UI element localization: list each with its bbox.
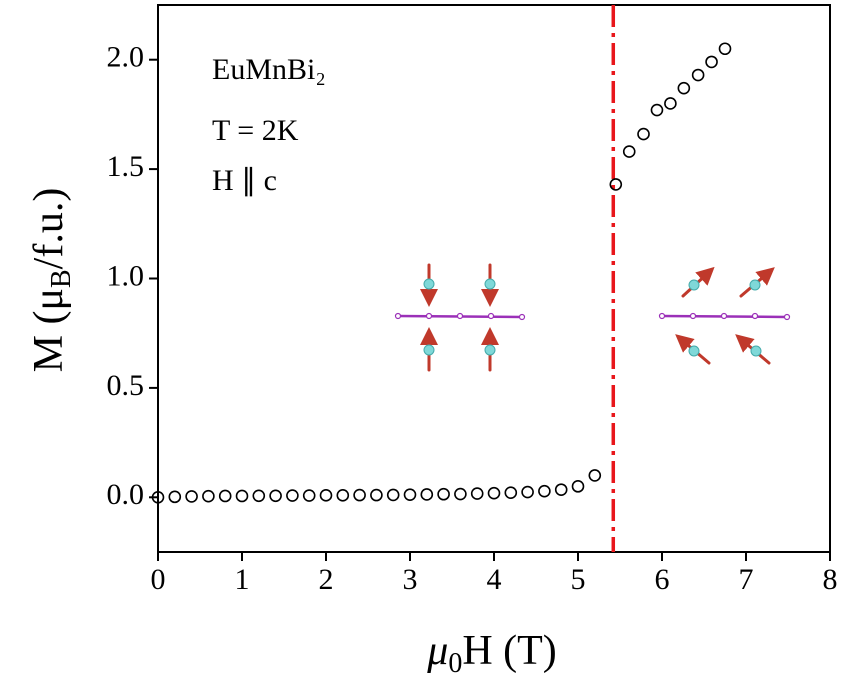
data-point (622, 145, 636, 158)
data-point (202, 489, 215, 503)
data-point (571, 480, 585, 493)
data-point (286, 489, 299, 502)
data-point (168, 490, 182, 504)
data-point (650, 103, 664, 117)
data-point (302, 489, 316, 502)
data-point (353, 488, 366, 502)
plot-frame (157, 4, 831, 553)
data-point (691, 68, 705, 82)
data-point (437, 487, 450, 501)
annotation: T = 2K (212, 114, 299, 147)
y-axis-label: M (μB/f.u.) (26, 188, 78, 373)
x-label-part: H (T) (462, 628, 556, 674)
data-point (637, 127, 650, 141)
x-tick-label: 5 (571, 563, 586, 596)
x-label-part: μ (426, 628, 448, 674)
data-point (454, 487, 467, 501)
data-point (718, 42, 732, 56)
data-point (336, 489, 350, 502)
data-point (151, 490, 165, 504)
data-point (677, 81, 691, 95)
y-tick-label: 1.5 (107, 150, 145, 183)
x-label-sub: 0 (448, 648, 462, 679)
data-point (218, 489, 232, 503)
spin-inset-canted (658, 266, 791, 365)
y-tick-label: 0.5 (107, 369, 145, 402)
data-point (420, 488, 434, 501)
y-tick-label: 2.0 (107, 41, 145, 74)
data-point (319, 489, 333, 502)
data-point (609, 178, 623, 191)
data-point (664, 97, 677, 110)
x-tick-label: 6 (655, 563, 670, 596)
data-point (521, 485, 534, 499)
data-point (370, 488, 383, 502)
y-label-part: M (μ (26, 288, 72, 372)
data-point (269, 489, 282, 503)
x-tick-label: 1 (235, 563, 250, 596)
data-point (588, 469, 602, 482)
data-point (504, 486, 518, 500)
data-point (185, 490, 198, 503)
y-tick-label: 1.0 (107, 259, 145, 292)
annotation: EuMnBi₂ (212, 53, 326, 86)
x-tick-label: 3 (403, 563, 418, 596)
y-label-part: /f.u.) (26, 188, 72, 270)
data-point (403, 488, 417, 501)
x-axis-label: μ0H (T) (426, 628, 557, 680)
y-tick-label: 0.0 (107, 478, 145, 511)
annotation: H ∥ c (212, 164, 277, 197)
x-tick-label: 0 (151, 563, 166, 596)
data-point (487, 486, 501, 500)
x-tick-label: 2 (319, 563, 334, 596)
y-label-sub: B (46, 269, 77, 288)
x-tick-label: 8 (823, 563, 838, 596)
x-tick-label: 4 (487, 563, 502, 596)
data-point (705, 55, 718, 69)
x-tick-label: 7 (739, 563, 754, 596)
data-point (538, 484, 551, 498)
spin-inset-afm (394, 263, 526, 372)
data-point (554, 483, 568, 496)
data-point (235, 489, 249, 503)
data-point (252, 489, 266, 503)
data-point (386, 488, 400, 502)
data-point (470, 487, 484, 500)
